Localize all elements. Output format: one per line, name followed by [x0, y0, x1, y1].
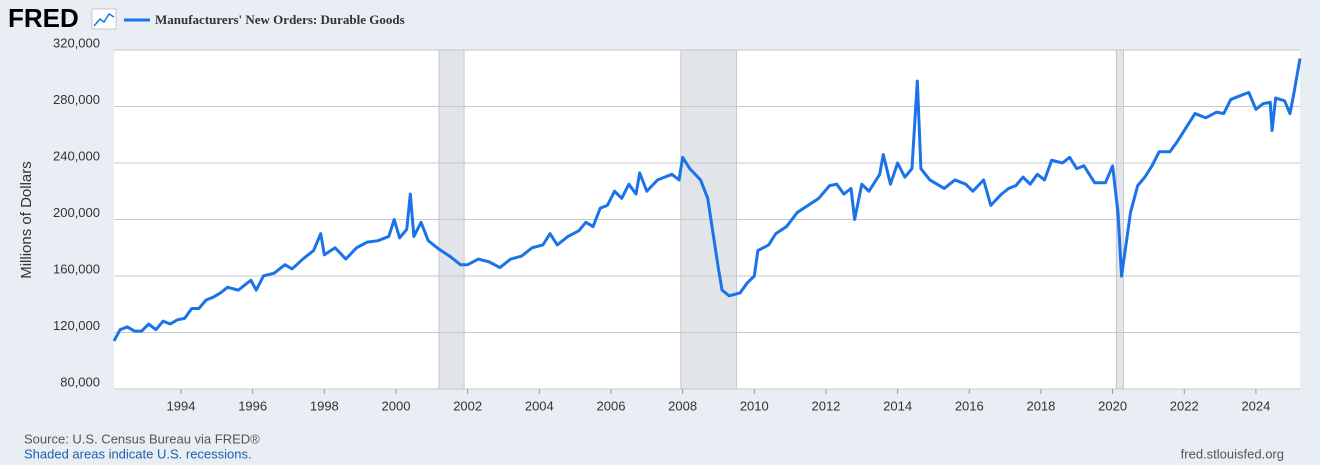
y-tick-label: 240,000: [53, 148, 100, 163]
x-tick-label: 1996: [238, 398, 267, 413]
x-tick-label: 2004: [525, 398, 554, 413]
y-tick-label: 160,000: [53, 261, 100, 276]
x-tick-label: 1994: [167, 398, 196, 413]
y-axis-label: Millions of Dollars: [18, 161, 35, 279]
url[interactable]: fred.stlouisfed.org: [1181, 446, 1284, 461]
x-tick-label: 2016: [955, 398, 984, 413]
x-tick-label: 2014: [883, 398, 912, 413]
x-tick-label: 2020: [1098, 398, 1127, 413]
x-tick-label: 2008: [668, 398, 697, 413]
x-tick-label: 2006: [597, 398, 626, 413]
x-tick-label: 2024: [1241, 398, 1270, 413]
y-tick-label: 200,000: [53, 205, 100, 220]
y-tick-label: 280,000: [53, 92, 100, 107]
y-tick-label: 80,000: [60, 374, 100, 389]
source: Source: U.S. Census Bureau via FRED®: [24, 431, 260, 446]
logo: FRED: [8, 3, 79, 33]
chart-title: Manufacturers' New Orders: Durable Goods: [155, 12, 405, 27]
y-tick-label: 120,000: [53, 318, 100, 333]
y-tick-label: 320,000: [53, 35, 100, 50]
logo-icon: [91, 8, 117, 30]
x-tick-label: 2000: [382, 398, 411, 413]
x-tick-label: 2012: [811, 398, 840, 413]
recession-note[interactable]: Shaded areas indicate U.S. recessions.: [24, 446, 252, 461]
x-tick-label: 1998: [310, 398, 339, 413]
series-line: [112, 58, 1302, 342]
x-tick-label: 2010: [740, 398, 769, 413]
x-tick-label: 2022: [1170, 398, 1199, 413]
x-tick-label: 2002: [453, 398, 482, 413]
x-tick-label: 2018: [1026, 398, 1055, 413]
